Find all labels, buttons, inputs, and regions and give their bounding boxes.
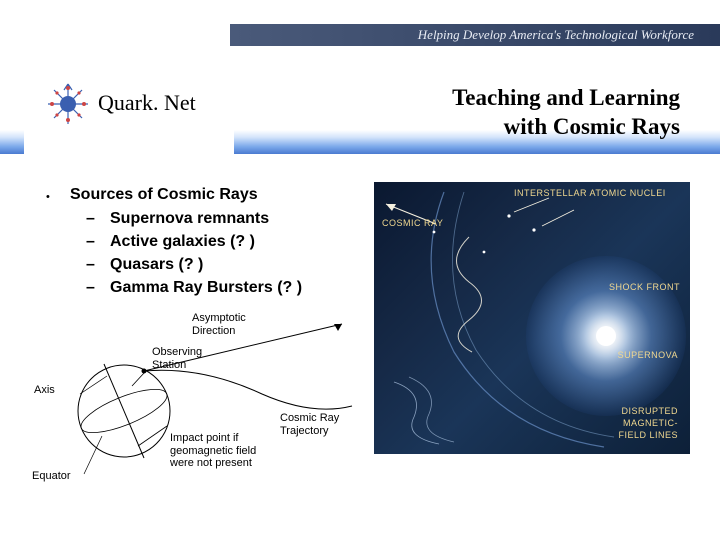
- supernova-diagram: INTERSTELLAR ATOMIC NUCLEI COSMIC RAY SH…: [374, 182, 690, 454]
- label-disrupted-1: DISRUPTED: [621, 406, 678, 416]
- quarknet-star-icon: [46, 82, 90, 126]
- label-impact: Impact point if geomagnetic field were n…: [170, 432, 256, 470]
- tagline-bar: Helping Develop America's Technological …: [230, 24, 720, 46]
- sub-bullet-text: Active galaxies (? ): [110, 233, 255, 251]
- tagline-text: Helping Develop America's Technological …: [418, 27, 694, 42]
- label-observing: Observing Station: [152, 346, 202, 371]
- sub-bullet-text: Quasars (? ): [110, 256, 203, 274]
- slide-title: Teaching and Learning with Cosmic Rays: [452, 84, 680, 142]
- label-disrupted-3: FIELD LINES: [618, 430, 678, 440]
- logo-block: Quark. Net: [24, 46, 234, 154]
- label-equator: Equator: [32, 470, 71, 483]
- label-cosmic-ray: COSMIC RAY: [382, 218, 443, 228]
- title-line-2: with Cosmic Rays: [504, 114, 680, 139]
- sub-bullet-text: Supernova remnants: [110, 210, 269, 228]
- dash-icon: –: [86, 210, 110, 228]
- label-trajectory: Cosmic Ray Trajectory: [280, 412, 339, 437]
- label-disrupted-2: MAGNETIC-: [623, 418, 678, 428]
- title-line-1: Teaching and Learning: [452, 85, 680, 110]
- main-bullet-text: Sources of Cosmic Rays: [70, 186, 258, 204]
- dash-icon: –: [86, 256, 110, 274]
- header-band: Helping Develop America's Technological …: [0, 24, 720, 154]
- label-asymptotic-text: Asymptotic Direction: [192, 312, 246, 337]
- sub-bullet-text: Gamma Ray Bursters (? ): [110, 279, 302, 297]
- banner-area: Teaching and Learning with Cosmic Rays: [0, 46, 720, 154]
- dash-icon: –: [86, 279, 110, 297]
- label-supernova: SUPERNOVA: [618, 350, 678, 360]
- earth-trajectory-diagram: Asymptotic Direction Axis Observing Stat…: [32, 316, 362, 496]
- dash-icon: –: [86, 233, 110, 251]
- label-axis: Axis: [34, 384, 55, 397]
- label-asymptotic: Asymptotic Direction: [192, 312, 246, 337]
- label-interstellar: INTERSTELLAR ATOMIC NUCLEI: [514, 188, 666, 198]
- bullet-dot-icon: •: [46, 186, 70, 203]
- label-shock-front: SHOCK FRONT: [609, 282, 680, 292]
- logo-text: Quark. Net: [98, 90, 196, 116]
